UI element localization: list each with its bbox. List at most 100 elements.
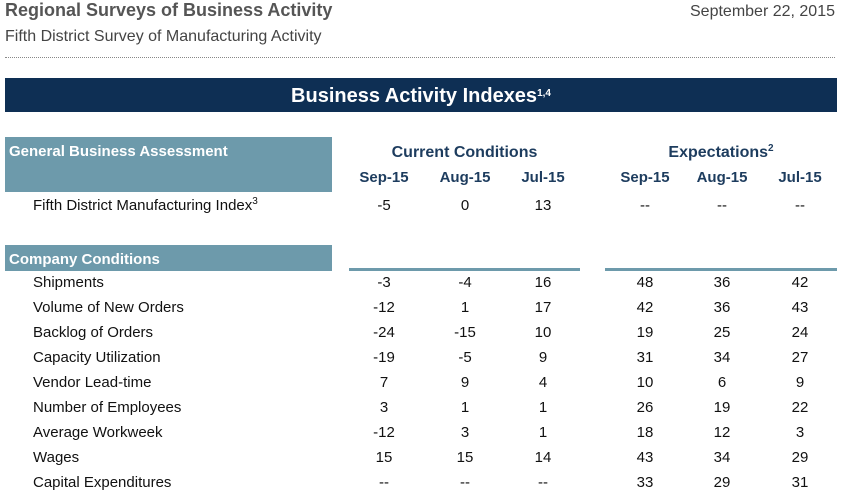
table-cell: 9 — [795, 374, 805, 391]
column-header: Jul-15 — [778, 169, 822, 186]
row-label: Capacity Utilization — [33, 349, 161, 366]
table-cell: 7 — [379, 374, 389, 391]
table-cell: 10 — [534, 324, 552, 341]
column-header: Jul-15 — [521, 169, 565, 186]
banner: Business Activity Indexes1,4 — [5, 78, 837, 112]
row-label-superscript: 3 — [252, 196, 258, 207]
table-cell: -- — [640, 197, 650, 214]
table-cell: -- — [795, 197, 805, 214]
table-cell: 17 — [534, 299, 552, 316]
table-cell: 12 — [713, 424, 731, 441]
banner-superscript: 1,4 — [537, 88, 551, 99]
section-rule — [605, 268, 837, 271]
row-label-text: Vendor Lead-time — [33, 374, 152, 391]
row-label: Shipments — [33, 274, 104, 291]
table-cell: 1 — [460, 399, 470, 416]
table-cell: -5 — [377, 197, 391, 214]
column-group-superscript: 2 — [768, 143, 774, 154]
section-rule — [349, 268, 580, 271]
row-label: Vendor Lead-time — [33, 374, 151, 391]
table-cell: -12 — [373, 299, 395, 316]
report-date: September 22, 2015 — [690, 3, 835, 20]
table-cell: 42 — [791, 274, 809, 291]
table-cell: 3 — [460, 424, 470, 441]
table-cell: 18 — [636, 424, 654, 441]
table-cell: 15 — [456, 449, 474, 466]
divider — [5, 57, 835, 58]
banner-title: Business Activity Indexes — [291, 85, 538, 107]
report-subtitle: Fifth District Survey of Manufacturing A… — [5, 28, 322, 45]
row-label-text: Wages — [33, 449, 80, 466]
table-cell: 4 — [538, 374, 548, 391]
table-cell: -5 — [458, 349, 472, 366]
table-cell: -3 — [377, 274, 391, 291]
row-label: Number of Employees — [33, 399, 181, 416]
table-cell: 0 — [460, 197, 470, 214]
table-cell: 36 — [713, 299, 731, 316]
table-cell: 43 — [636, 449, 654, 466]
table-cell: 31 — [636, 349, 654, 366]
table-cell: -- — [379, 474, 389, 491]
table-cell: -15 — [454, 324, 476, 341]
column-group-header: Current Conditions — [349, 144, 580, 162]
table-cell: 25 — [713, 324, 731, 341]
table-cell: -12 — [373, 424, 395, 441]
row-label-text: Average Workweek — [33, 424, 163, 441]
table-cell: 13 — [534, 197, 552, 214]
table-cell: 33 — [636, 474, 654, 491]
column-header: Aug-15 — [439, 169, 491, 186]
table-cell: 6 — [717, 374, 727, 391]
column-header: Sep-15 — [359, 169, 409, 186]
table-cell: 22 — [791, 399, 809, 416]
table-cell: 34 — [713, 449, 731, 466]
table-cell: 42 — [636, 299, 654, 316]
row-label: Volume of New Orders — [33, 299, 184, 316]
table-cell: 1 — [538, 424, 548, 441]
row-label: Average Workweek — [33, 424, 163, 441]
column-header: Aug-15 — [696, 169, 748, 186]
row-label-text: Fifth District Manufacturing Index — [33, 197, 253, 214]
row-label-text: Capital Expenditures — [33, 474, 172, 491]
column-header: Sep-15 — [620, 169, 670, 186]
table-cell: 9 — [538, 349, 548, 366]
table-cell: 24 — [791, 324, 809, 341]
section-header: General Business Assessment — [5, 137, 332, 192]
row-label: Wages — [33, 449, 79, 466]
row-label-text: Capacity Utilization — [33, 349, 161, 366]
table-cell: 36 — [713, 274, 731, 291]
row-label-text: Backlog of Orders — [33, 324, 154, 341]
row-label: Backlog of Orders — [33, 324, 153, 341]
table-cell: 1 — [460, 299, 470, 316]
table-cell: 29 — [713, 474, 731, 491]
table-cell: -19 — [373, 349, 395, 366]
table-cell: 29 — [791, 449, 809, 466]
table-cell: 15 — [375, 449, 393, 466]
table-cell: 48 — [636, 274, 654, 291]
column-group-header: Expectations2 — [605, 144, 837, 162]
section-header: Company Conditions — [5, 245, 332, 271]
column-group-label: Current Conditions — [391, 144, 538, 161]
report-title: Regional Surveys of Business Activity — [5, 0, 333, 20]
table-cell: 31 — [791, 474, 809, 491]
row-label: Capital Expenditures — [33, 474, 171, 491]
row-label-text: Volume of New Orders — [33, 299, 184, 316]
row-label: Fifth District Manufacturing Index3 — [33, 196, 258, 215]
table-cell: 1 — [538, 399, 548, 416]
table-cell: 3 — [379, 399, 389, 416]
table-cell: 19 — [636, 324, 654, 341]
table-cell: -24 — [373, 324, 395, 341]
table-cell: -- — [538, 474, 548, 491]
row-label-text: Number of Employees — [33, 399, 182, 416]
table-cell: 43 — [791, 299, 809, 316]
row-label-text: Shipments — [33, 274, 104, 291]
table-cell: 16 — [534, 274, 552, 291]
table-cell: 3 — [795, 424, 805, 441]
table-cell: 10 — [636, 374, 654, 391]
table-cell: 14 — [534, 449, 552, 466]
table-cell: 27 — [791, 349, 809, 366]
table-cell: 34 — [713, 349, 731, 366]
table-cell: -- — [717, 197, 727, 214]
table-cell: 9 — [460, 374, 470, 391]
table-cell: 26 — [636, 399, 654, 416]
